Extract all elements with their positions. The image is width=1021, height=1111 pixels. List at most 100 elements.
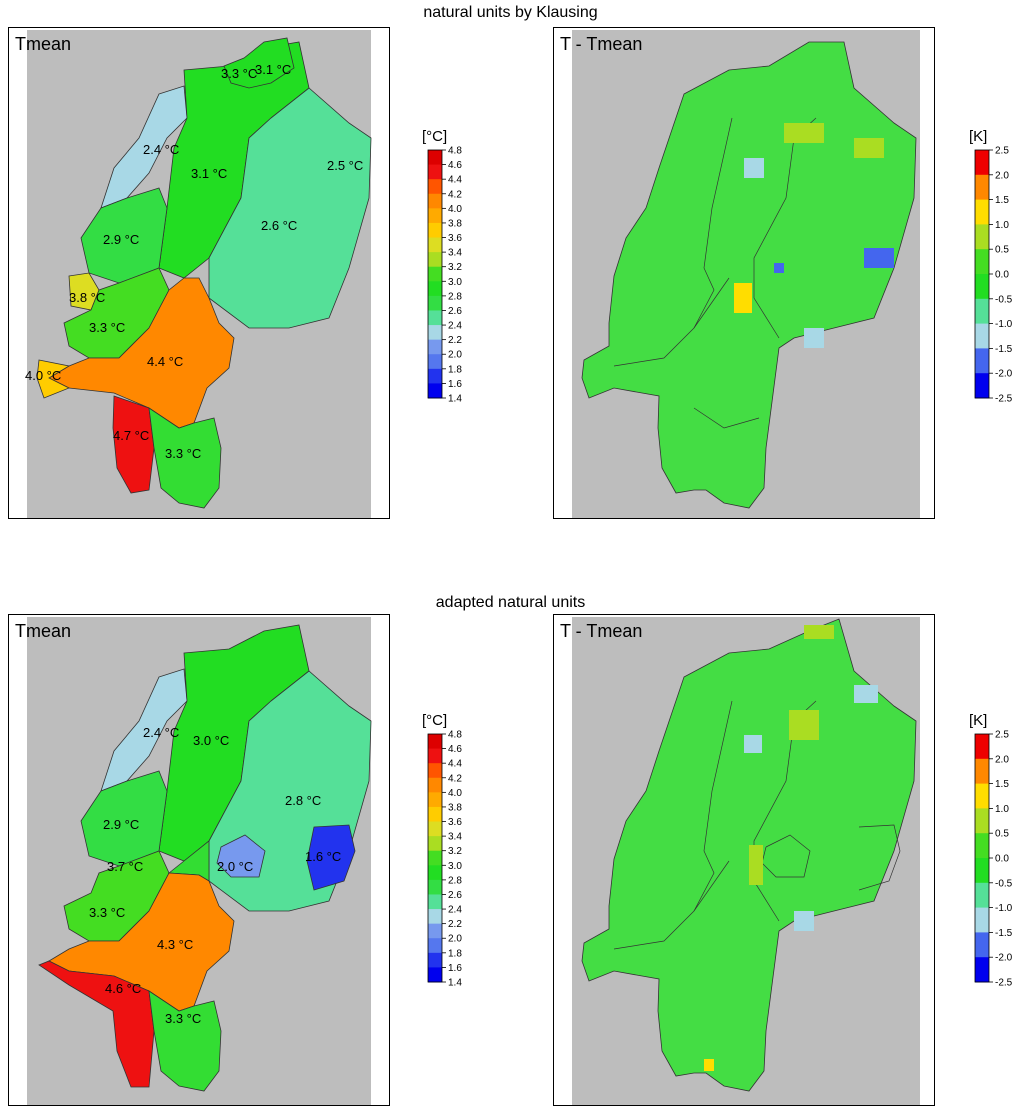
region-label: 2.9 °C xyxy=(103,817,139,832)
colorbar-tick-label: 0.0 xyxy=(995,854,1009,865)
anomaly-legend: [K] 2.5 2.0 1.5 1.0 0.5 0.0 -0.5 -1.0 -1.5 -2.0 -2… xyxy=(969,712,1021,1002)
anomaly-cell xyxy=(864,248,894,268)
colorbar-tick-label: 4.8 xyxy=(448,730,462,741)
panel-label: Tmean xyxy=(15,34,72,54)
anomaly-cell xyxy=(854,685,878,703)
anomaly-map-panel: T - Tmean xyxy=(553,27,935,519)
colorbar-tick-label: 2.4 xyxy=(448,905,462,916)
internal-border xyxy=(693,407,760,429)
colorbar-segment xyxy=(428,237,442,253)
internal-border xyxy=(613,860,730,950)
anomaly-cell xyxy=(854,138,884,158)
colorbar-segment xyxy=(428,836,442,852)
anomaly-map xyxy=(572,617,920,1105)
colorbar-tick-label: 1.8 xyxy=(448,364,462,375)
region-label: 3.7 °C xyxy=(107,859,143,874)
anomaly-cell xyxy=(704,1059,714,1071)
colorbar-tick-label: 3.4 xyxy=(448,248,462,259)
colorbar-segment xyxy=(428,295,442,311)
colorbar-tick-label: 4.4 xyxy=(448,759,462,770)
colorbar-tick-label: 1.6 xyxy=(448,379,462,390)
colorbar-segment xyxy=(428,821,442,837)
colorbar-tick-label: 4.6 xyxy=(448,744,462,755)
colorbar-tick-label: 2.5 xyxy=(995,146,1009,157)
legend-colorbar: 4.8 4.6 4.4 4.2 4.0 3.8 3.6 3.4 3.2 3.0 2.8 2.6 2.4 2… xyxy=(427,146,462,405)
colorbar-tick-label: -2.5 xyxy=(995,394,1013,405)
colorbar-segment xyxy=(428,792,442,808)
region-label: 4.6 °C xyxy=(105,981,141,996)
colorbar-segment xyxy=(975,957,989,983)
region-vogelsberg xyxy=(216,834,266,878)
colorbar-tick-label: 3.4 xyxy=(448,832,462,843)
colorbar-segment xyxy=(428,952,442,968)
legend-unit: [°C] xyxy=(422,712,448,729)
hesse-outline xyxy=(581,41,917,509)
colorbar-segment xyxy=(428,777,442,793)
colorbar-tick-label: -1.0 xyxy=(995,319,1013,330)
region-northwest xyxy=(100,85,188,209)
colorbar-tick-label: 1.0 xyxy=(995,220,1009,231)
colorbar-tick-label: 3.8 xyxy=(448,802,462,813)
anomaly-map-panel: T - Tmean xyxy=(553,614,935,1106)
colorbar-segment xyxy=(975,833,989,859)
colorbar-tick-label: 2.0 xyxy=(995,754,1009,765)
colorbar-segment xyxy=(428,383,442,399)
region-bergstrasse xyxy=(38,960,155,1088)
panel-label: T - Tmean xyxy=(560,34,643,54)
colorbar-segment xyxy=(428,967,442,983)
colorbar-segment xyxy=(428,909,442,925)
colorbar-tick-label: 1.0 xyxy=(995,804,1009,815)
colorbar-segment xyxy=(975,858,989,884)
region-odenwald xyxy=(148,407,222,509)
colorbar-tick-label: 1.5 xyxy=(995,779,1009,790)
colorbar-frame xyxy=(427,149,443,399)
anomaly-cell xyxy=(744,158,764,178)
colorbar-tick-label: 3.6 xyxy=(448,233,462,244)
region-label: 1.6 °C xyxy=(305,849,341,864)
colorbar-tick-label: 1.8 xyxy=(448,948,462,959)
colorbar-tick-label: 2.8 xyxy=(448,875,462,886)
colorbar-tick-label: 4.2 xyxy=(448,773,462,784)
anomaly-cell xyxy=(734,283,752,313)
colorbar-tick-label: 4.0 xyxy=(448,788,462,799)
colorbar-tick-label: 4.4 xyxy=(448,175,462,186)
region-north-tip xyxy=(223,37,295,89)
colorbar-segment xyxy=(975,323,989,349)
colorbar-tick-label: 4.6 xyxy=(448,160,462,171)
anomaly-cell xyxy=(749,845,763,885)
legend-unit: [K] xyxy=(969,712,988,729)
colorbar-segment xyxy=(428,266,442,282)
colorbar-segment xyxy=(975,274,989,300)
colorbar-segment xyxy=(428,368,442,384)
colorbar-tick-label: 2.0 xyxy=(995,170,1009,181)
region-odenwald xyxy=(148,990,222,1092)
colorbar-segment xyxy=(975,199,989,225)
anomaly-cell xyxy=(804,625,834,639)
colorbar-tick-label: 2.8 xyxy=(448,291,462,302)
colorbar-segment xyxy=(975,882,989,909)
colorbar-segment xyxy=(975,907,989,933)
region-label: 3.3 °C xyxy=(89,905,125,920)
region-west-edge xyxy=(36,359,71,399)
colorbar-tick-label: -1.0 xyxy=(995,903,1013,914)
colorbar-tick-label: -2.0 xyxy=(995,369,1013,380)
colorbar-tick-label: 2.6 xyxy=(448,306,462,317)
region-label: 3.1 °C xyxy=(255,62,291,77)
panel-label: T - Tmean xyxy=(560,621,643,641)
colorbar-tick-label: 1.4 xyxy=(448,394,462,405)
colorbar-segment xyxy=(975,174,989,201)
anomaly-cell xyxy=(744,735,762,753)
colorbar-segment xyxy=(975,249,989,275)
region-label: 3.3 °C xyxy=(165,446,201,461)
region-label: 3.3 °C xyxy=(165,1011,201,1026)
anomaly-cell xyxy=(774,263,784,273)
colorbar-segment xyxy=(428,923,442,939)
colorbar-tick-label: -1.5 xyxy=(995,928,1013,939)
section-title: adapted natural units xyxy=(435,594,586,611)
colorbar-tick-label: 3.2 xyxy=(448,846,462,857)
colorbar-segment xyxy=(428,879,442,895)
region-east xyxy=(208,87,372,329)
colorbar-segment xyxy=(975,150,989,176)
colorbar-tick-label: 2.6 xyxy=(448,890,462,901)
section-title: natural units by Klausing xyxy=(423,4,598,21)
